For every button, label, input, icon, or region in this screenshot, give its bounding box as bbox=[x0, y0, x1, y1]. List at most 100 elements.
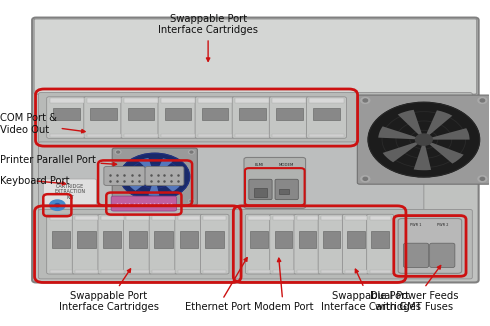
Bar bbox=[126, 270, 149, 273]
FancyBboxPatch shape bbox=[112, 148, 197, 205]
FancyBboxPatch shape bbox=[149, 214, 178, 274]
Wedge shape bbox=[126, 168, 155, 177]
FancyBboxPatch shape bbox=[84, 97, 124, 138]
Circle shape bbox=[361, 176, 370, 182]
Bar bbox=[309, 98, 343, 103]
Circle shape bbox=[117, 151, 120, 153]
Bar bbox=[52, 231, 70, 248]
FancyBboxPatch shape bbox=[343, 214, 369, 274]
FancyBboxPatch shape bbox=[403, 243, 429, 268]
Bar bbox=[178, 216, 200, 220]
Circle shape bbox=[189, 150, 194, 154]
Circle shape bbox=[189, 199, 194, 203]
Text: Ethernet Port: Ethernet Port bbox=[185, 258, 251, 312]
Bar bbox=[126, 216, 149, 220]
Circle shape bbox=[363, 99, 368, 102]
FancyBboxPatch shape bbox=[318, 214, 345, 274]
Bar bbox=[198, 134, 232, 137]
Text: Modem Port: Modem Port bbox=[253, 258, 313, 312]
FancyBboxPatch shape bbox=[158, 97, 198, 138]
FancyBboxPatch shape bbox=[73, 214, 101, 274]
FancyBboxPatch shape bbox=[34, 19, 477, 94]
Bar bbox=[248, 216, 270, 220]
Wedge shape bbox=[424, 110, 452, 140]
Bar bbox=[75, 216, 98, 220]
Circle shape bbox=[115, 150, 121, 154]
Bar bbox=[276, 109, 303, 120]
Bar bbox=[161, 98, 195, 103]
Wedge shape bbox=[148, 177, 159, 196]
Bar bbox=[53, 109, 80, 120]
Bar bbox=[371, 231, 389, 248]
Text: MODEM: MODEM bbox=[279, 163, 294, 167]
FancyBboxPatch shape bbox=[123, 214, 152, 274]
Text: PWR 1: PWR 1 bbox=[410, 223, 422, 227]
Bar bbox=[180, 231, 198, 248]
Circle shape bbox=[480, 99, 485, 102]
FancyBboxPatch shape bbox=[104, 167, 145, 185]
Bar bbox=[235, 134, 270, 137]
Text: Swappable Port
Interface Cartridges: Swappable Port Interface Cartridges bbox=[158, 14, 258, 61]
Text: Printer Parallel Port: Printer Parallel Port bbox=[0, 155, 117, 166]
Bar bbox=[345, 216, 367, 220]
Circle shape bbox=[361, 97, 370, 103]
Text: ELMI: ELMI bbox=[254, 163, 264, 167]
Bar bbox=[77, 231, 96, 248]
FancyBboxPatch shape bbox=[430, 243, 455, 268]
Bar bbox=[178, 270, 200, 273]
Bar bbox=[203, 216, 226, 220]
FancyBboxPatch shape bbox=[275, 179, 298, 200]
FancyBboxPatch shape bbox=[398, 218, 462, 274]
Wedge shape bbox=[424, 140, 464, 164]
FancyBboxPatch shape bbox=[270, 214, 297, 274]
Bar bbox=[369, 270, 391, 273]
Bar bbox=[101, 270, 123, 273]
FancyBboxPatch shape bbox=[306, 97, 346, 138]
Bar bbox=[299, 231, 316, 248]
Bar bbox=[127, 109, 154, 120]
Bar bbox=[152, 216, 175, 220]
Bar bbox=[274, 231, 292, 248]
FancyBboxPatch shape bbox=[249, 179, 272, 200]
Bar bbox=[205, 231, 224, 248]
Bar bbox=[272, 216, 294, 220]
Bar bbox=[323, 231, 341, 248]
Circle shape bbox=[190, 200, 193, 202]
FancyBboxPatch shape bbox=[38, 142, 424, 211]
Circle shape bbox=[368, 102, 480, 177]
Circle shape bbox=[149, 173, 160, 180]
Text: Keyboard Port: Keyboard Port bbox=[0, 176, 69, 186]
Bar bbox=[198, 98, 232, 103]
FancyBboxPatch shape bbox=[367, 214, 394, 274]
Bar bbox=[101, 216, 123, 220]
Bar bbox=[49, 98, 84, 103]
Bar bbox=[49, 270, 73, 273]
FancyBboxPatch shape bbox=[245, 214, 272, 274]
FancyBboxPatch shape bbox=[32, 18, 479, 282]
Bar bbox=[75, 270, 98, 273]
Bar bbox=[347, 231, 365, 248]
Bar bbox=[272, 270, 294, 273]
Bar bbox=[309, 134, 343, 137]
Bar bbox=[235, 98, 270, 103]
Bar bbox=[250, 231, 268, 248]
Bar bbox=[321, 270, 343, 273]
Bar bbox=[203, 270, 226, 273]
Bar bbox=[49, 216, 73, 220]
FancyBboxPatch shape bbox=[43, 179, 97, 205]
Bar bbox=[239, 109, 266, 120]
Text: Swappable Port
Interface Cartridges: Swappable Port Interface Cartridges bbox=[320, 269, 420, 312]
Text: Dual Power Feeds
with GMT Fuses: Dual Power Feeds with GMT Fuses bbox=[370, 265, 459, 312]
Text: COM Port &
Video Out: COM Port & Video Out bbox=[0, 113, 85, 135]
Circle shape bbox=[363, 177, 368, 180]
Wedge shape bbox=[155, 177, 180, 192]
Circle shape bbox=[120, 153, 190, 200]
Bar bbox=[87, 134, 121, 137]
Circle shape bbox=[478, 97, 487, 103]
FancyBboxPatch shape bbox=[232, 97, 272, 138]
Bar bbox=[103, 231, 122, 248]
Bar bbox=[124, 98, 158, 103]
Bar bbox=[91, 109, 117, 120]
FancyBboxPatch shape bbox=[98, 214, 126, 274]
FancyBboxPatch shape bbox=[244, 157, 306, 208]
